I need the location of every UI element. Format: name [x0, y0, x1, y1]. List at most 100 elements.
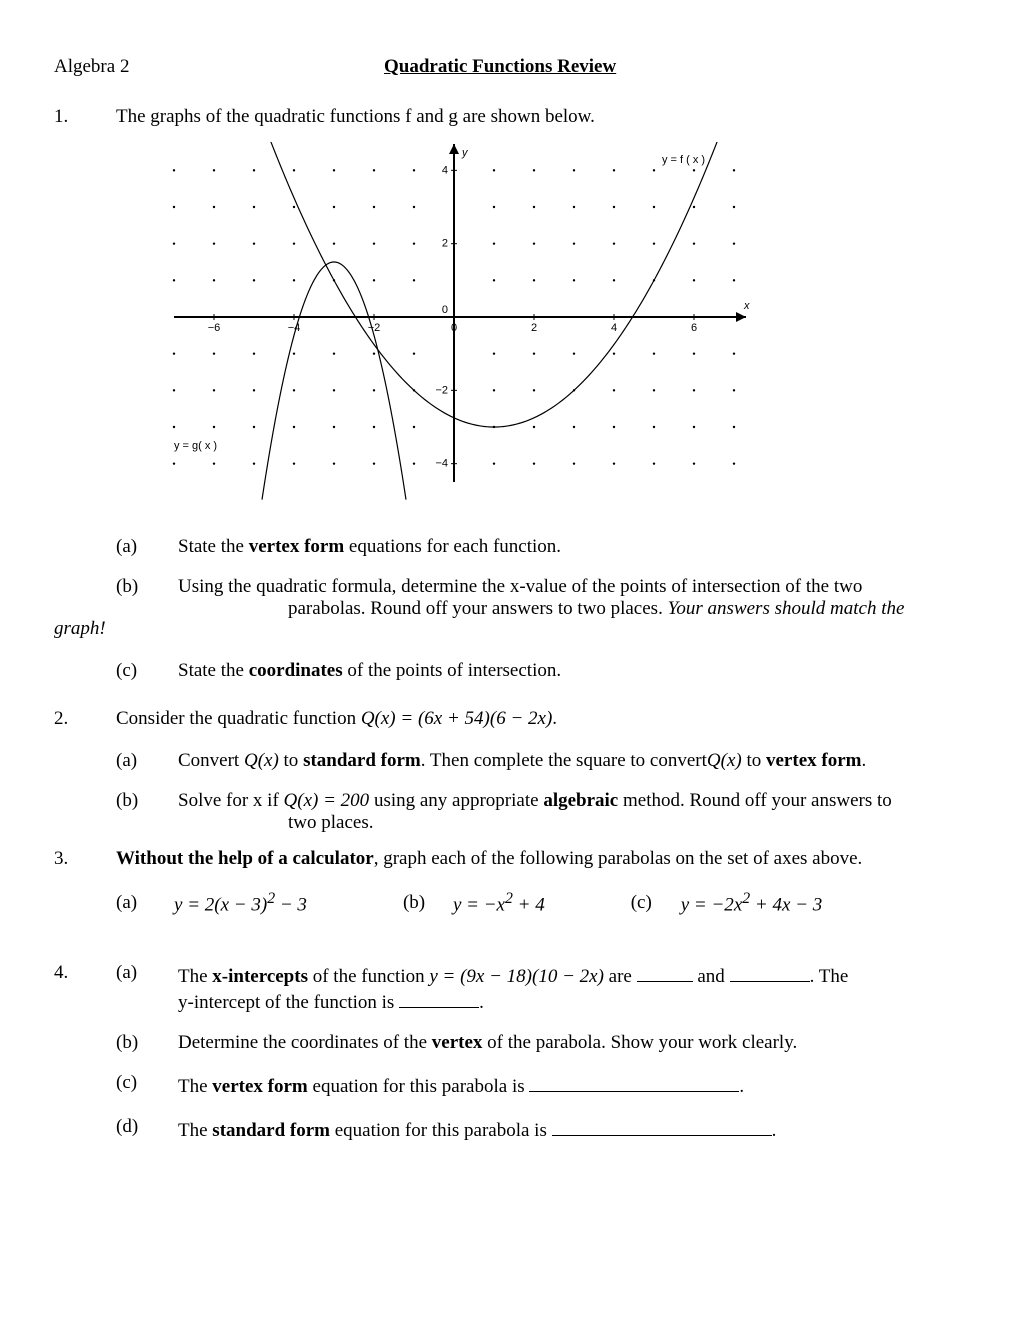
- blank-4: [529, 1072, 739, 1092]
- page-header: Algebra 2 Quadratic Functions Review: [54, 56, 966, 78]
- q2b: (b) Solve for x if Q(x) = 200 using any …: [116, 790, 966, 834]
- svg-text:4: 4: [442, 164, 448, 176]
- q4c-post: .: [739, 1076, 744, 1097]
- svg-text:y: y: [461, 147, 469, 159]
- q3: 3. Without the help of a calculator, gra…: [54, 848, 966, 870]
- q1c: (c) State the coordinates of the points …: [116, 660, 966, 682]
- q4d-post: .: [772, 1120, 777, 1141]
- q3b-letter: (b): [403, 892, 453, 914]
- q1c-bold: coordinates: [249, 660, 343, 681]
- svg-text:−2: −2: [435, 384, 448, 396]
- q1a-letter: (a): [116, 536, 178, 558]
- q2a-q2: Q(x): [707, 750, 742, 771]
- q2b-text: Solve for x if Q(x) = 200 using any appr…: [178, 790, 966, 834]
- q1b-l1: Using the quadratic formula, determine t…: [178, 576, 862, 597]
- q1c-pre: State the: [178, 660, 249, 681]
- q2a: (a) Convert Q(x) to standard form. Then …: [116, 750, 966, 772]
- q4a-letter: (a): [116, 962, 178, 1014]
- svg-text:2: 2: [531, 322, 537, 334]
- q3a-letter: (a): [116, 892, 174, 914]
- q2b-mid: using any appropriate: [369, 790, 543, 811]
- q4c: (c) The vertex form equation for this pa…: [116, 1072, 966, 1098]
- q1a-text: State the vertex form equations for each…: [178, 536, 966, 558]
- q1a-bold: vertex form: [249, 536, 344, 557]
- svg-text:−2: −2: [368, 322, 381, 334]
- q4a-and: and: [693, 966, 730, 987]
- q2-number: 2.: [54, 708, 116, 730]
- q4a-text: The x-intercepts of the function y = (9x…: [178, 962, 966, 1014]
- q2a-m3: to: [742, 750, 766, 771]
- q1-subs: (a) State the vertex form equations for …: [54, 536, 966, 622]
- blank-1: [637, 962, 693, 982]
- q1c-post: of the points of intersection.: [343, 660, 561, 681]
- svg-text:4: 4: [611, 322, 617, 334]
- q4b-letter: (b): [116, 1032, 178, 1054]
- svg-text:0: 0: [451, 322, 457, 334]
- q3-intro: Without the help of a calculator, graph …: [116, 848, 966, 870]
- q4b-post: of the parabola. Show your work clearly.: [482, 1032, 797, 1053]
- page-title: Quadratic Functions Review: [384, 56, 616, 77]
- q4b-pre: Determine the coordinates of the: [178, 1032, 432, 1053]
- q4a-l2-post: .: [479, 992, 484, 1013]
- page: Algebra 2 Quadratic Functions Review 1. …: [0, 0, 1020, 1200]
- q3-eq-row: (a) y = 2(x − 3)2 − 3 (b) y = −x2 + 4 (c…: [116, 890, 966, 916]
- q4a-pre: The: [178, 966, 212, 987]
- q1c-text: State the coordinates of the points of i…: [178, 660, 966, 682]
- svg-text:0: 0: [442, 304, 448, 316]
- blank-2: [730, 962, 810, 982]
- svg-text:y = f ( x ): y = f ( x ): [662, 154, 705, 166]
- q1c-letter: (c): [116, 660, 178, 682]
- q4a-l2-pre: y-intercept of the function is: [178, 992, 399, 1013]
- q2a-text: Convert Q(x) to standard form. Then comp…: [178, 750, 966, 772]
- q1-number: 1.: [54, 106, 116, 128]
- q2-intro-post: .: [552, 708, 557, 729]
- q1a: (a) State the vertex form equations for …: [116, 536, 966, 558]
- q1b-l2-wrap: parabolas. Round off your answers to two…: [178, 598, 904, 620]
- q1a-post: equations for each function.: [344, 536, 561, 557]
- q1b-italic: Your answers should match the: [668, 598, 905, 619]
- q1c-wrap: (c) State the coordinates of the points …: [54, 660, 966, 682]
- q2b-letter: (b): [116, 790, 178, 834]
- q4a-math: y = (9x − 18)(10 − 2x): [429, 966, 604, 987]
- q2-subs: (a) Convert Q(x) to standard form. Then …: [54, 750, 966, 848]
- q4c-pre: The: [178, 1076, 212, 1097]
- q2a-post: .: [861, 750, 866, 771]
- q4c-mid: equation for this parabola is: [308, 1076, 530, 1097]
- q4b: (b) Determine the coordinates of the ver…: [116, 1032, 966, 1054]
- q2a-b1: standard form: [303, 750, 421, 771]
- q2a-letter: (a): [116, 750, 178, 772]
- q3c-letter: (c): [631, 892, 681, 914]
- q4b-text: Determine the coordinates of the vertex …: [178, 1032, 966, 1054]
- q1b-letter: (b): [116, 576, 178, 620]
- svg-text:−4: −4: [288, 322, 301, 334]
- q2b-pre: Solve for x if: [178, 790, 284, 811]
- q4c-bold: vertex form: [212, 1076, 307, 1097]
- q3-intro-bold: Without the help of a calculator: [116, 848, 374, 869]
- svg-text:2: 2: [442, 238, 448, 250]
- q4a-m2: are: [604, 966, 637, 987]
- q3c: (c) y = −2x2 + 4x − 3: [631, 890, 823, 916]
- q1-chart: −6−4−20246−4−2024xyy = f ( x )y = g( x ): [154, 142, 966, 518]
- q4a: (a) The x-intercepts of the function y =…: [116, 962, 966, 1014]
- q2b-math: Q(x) = 200: [284, 790, 370, 811]
- q3a: (a) y = 2(x − 3)2 − 3: [116, 890, 307, 916]
- q4a-m1: of the function: [308, 966, 429, 987]
- q1: 1. The graphs of the quadratic functions…: [54, 106, 966, 128]
- q1b-text: Using the quadratic formula, determine t…: [178, 576, 966, 620]
- q1-intro: The graphs of the quadratic functions f …: [116, 106, 966, 128]
- blank-3: [399, 988, 479, 1008]
- q4-number: 4.: [54, 962, 116, 1160]
- q4c-letter: (c): [116, 1072, 178, 1098]
- q1b-hang: graph!: [54, 618, 106, 639]
- q3c-eq: y = −2x2 + 4x − 3: [681, 890, 823, 916]
- q2a-pre: Convert: [178, 750, 244, 771]
- q2-intro-math: Q(x) = (6x + 54)(6 − 2x): [361, 708, 552, 729]
- q2a-b2: vertex form: [766, 750, 861, 771]
- q1b: (b) Using the quadratic formula, determi…: [116, 576, 966, 620]
- q2-intro: Consider the quadratic function Q(x) = (…: [116, 708, 966, 730]
- q2b-post: method. Round off your answers to: [618, 790, 892, 811]
- q3-intro-post: , graph each of the following parabolas …: [374, 848, 863, 869]
- q2b-l2: two places.: [178, 812, 373, 834]
- q1a-pre: State the: [178, 536, 249, 557]
- svg-text:6: 6: [691, 322, 697, 334]
